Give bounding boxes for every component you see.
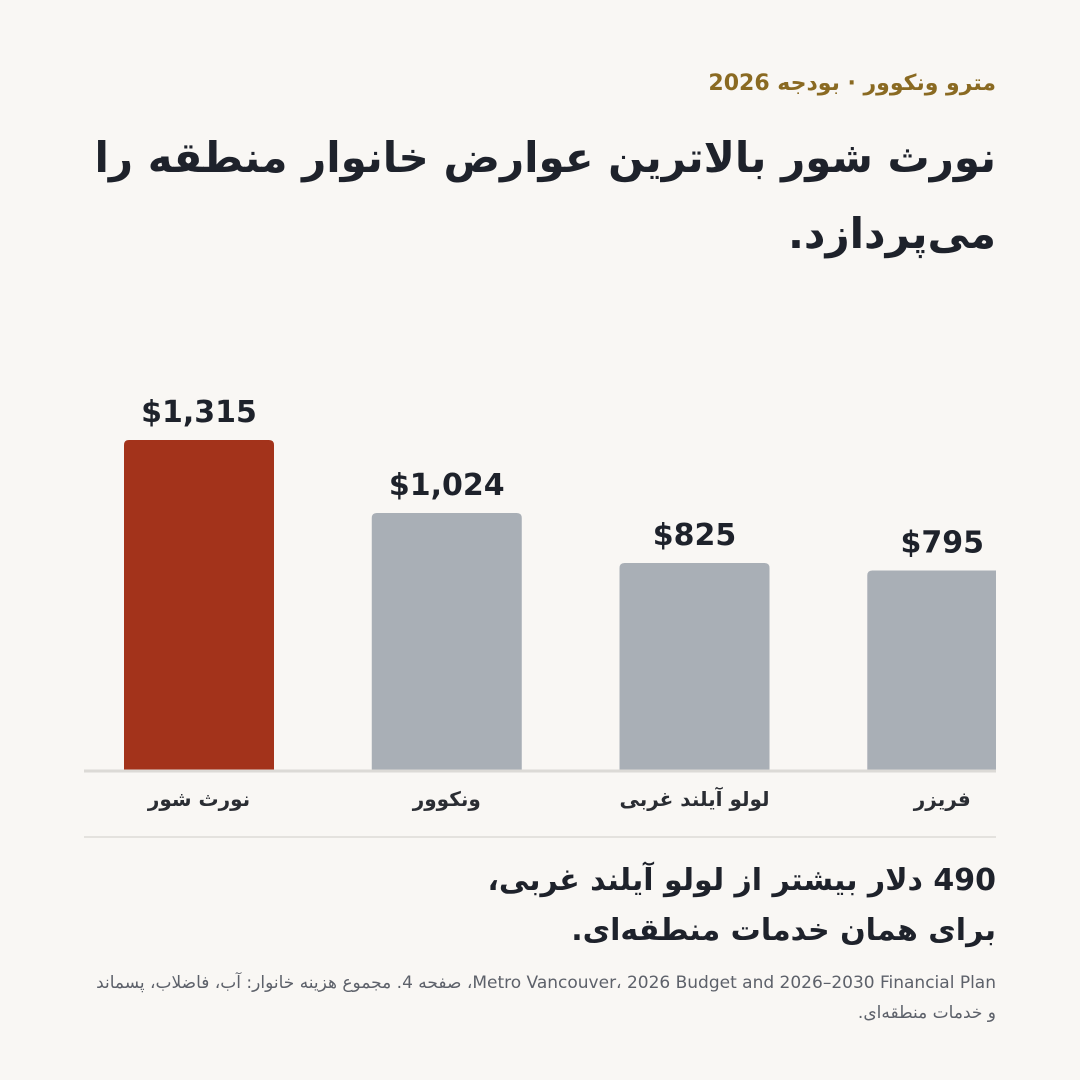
bar-value-label-0: $1,315 — [141, 395, 257, 430]
bar-value-label-1: $1,024 — [389, 468, 505, 503]
bar-value-label-2: $825 — [653, 518, 737, 553]
page-title: نورث شور بالاترین عوارض خانوار منطقه را … — [94, 133, 996, 258]
bar-value-label-3: $795 — [901, 525, 985, 560]
callout: 490 دلار بیشتر از لولو آیلند غربی، برای … — [84, 856, 996, 956]
callout-line-1: 490 دلار بیشتر از لولو آیلند غربی، — [487, 863, 996, 898]
bar-2 — [619, 562, 770, 770]
bar-0 — [124, 440, 274, 770]
bar-chart-svg: $1,315 نورث شور $1,024 ونکوور $825 لولو آیلند… — [84, 395, 996, 811]
bar-1 — [371, 513, 522, 770]
source-note: Metro Vancouver، 2026 Budget and 2026–20… — [96, 973, 996, 1023]
kicker: مترو ونکوور · بودجه 2026 — [708, 71, 996, 96]
callout-line-2: برای همان خدمات منطقه‌ای. — [571, 913, 996, 948]
bar-chart: $1,315 نورث شور $1,024 ونکوور $825 لولو آیلند… — [84, 380, 996, 830]
divider — [84, 836, 996, 838]
category-label-2: لولو آیلند غربی — [619, 786, 769, 811]
bar-3 — [867, 570, 996, 770]
category-label-3: فریزر — [913, 787, 971, 811]
category-label-1: ونکوور — [412, 787, 481, 811]
category-label-0: نورث شور — [147, 787, 250, 811]
